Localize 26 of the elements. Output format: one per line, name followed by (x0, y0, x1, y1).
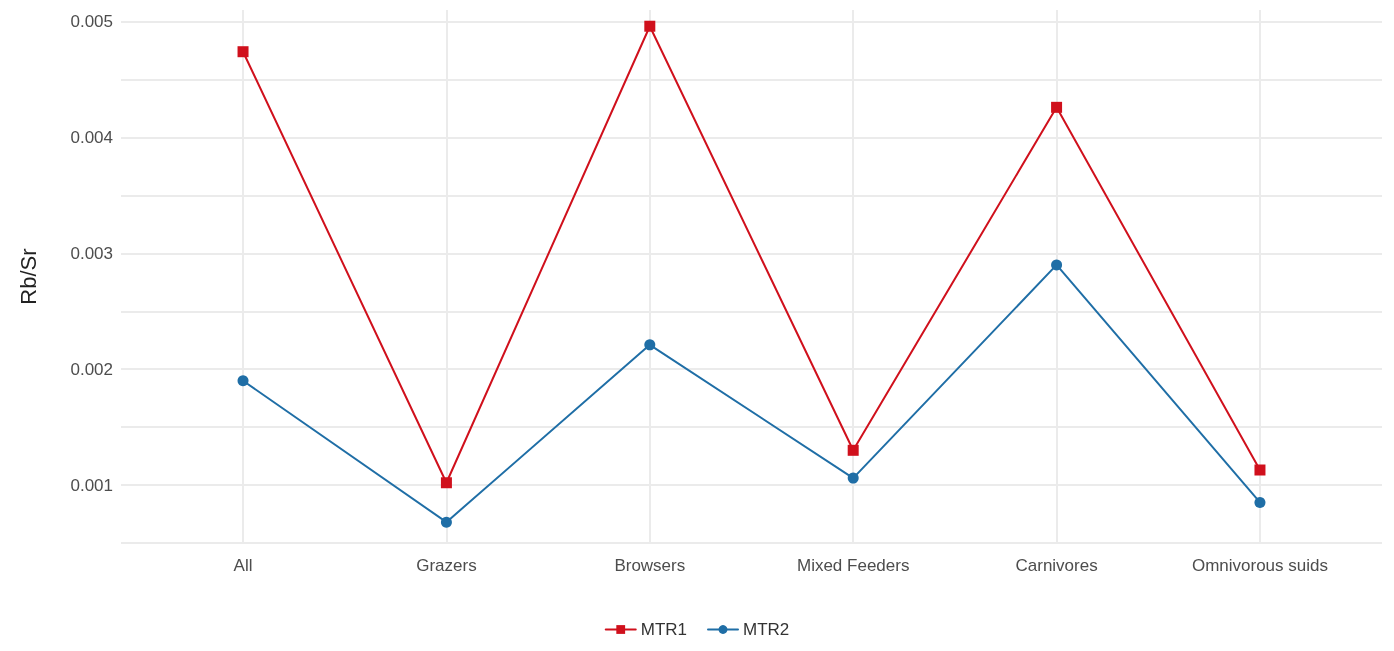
point (1051, 259, 1063, 271)
point (237, 46, 249, 58)
point (440, 516, 452, 528)
point (237, 375, 249, 387)
x-tick-label: Omnivorous suids (1191, 556, 1328, 575)
point (1254, 496, 1266, 508)
x-tick-label: Mixed Feeders (796, 556, 910, 575)
legend-label: MTR2 (743, 620, 790, 639)
point (644, 20, 656, 32)
point (847, 444, 859, 456)
y-axis-title: Rb/Sr (15, 248, 41, 305)
y-tick-label: 0.001 (70, 475, 113, 495)
point (847, 472, 859, 484)
point (1254, 464, 1266, 476)
point (644, 339, 656, 351)
y-tick-label: 0.002 (70, 359, 113, 379)
y-tick-label: 0.004 (70, 127, 113, 147)
x-tick-label: All (233, 556, 253, 575)
point (1051, 101, 1063, 113)
y-tick-label: 0.005 (70, 12, 113, 32)
x-tick-label: Browsers (614, 556, 686, 575)
legend-label: MTR1 (640, 620, 687, 639)
point (440, 477, 452, 489)
y-tick-label: 0.003 (70, 243, 113, 263)
x-tick-label: Grazers (416, 556, 477, 575)
x-tick-label: Carnivores (1015, 556, 1098, 575)
